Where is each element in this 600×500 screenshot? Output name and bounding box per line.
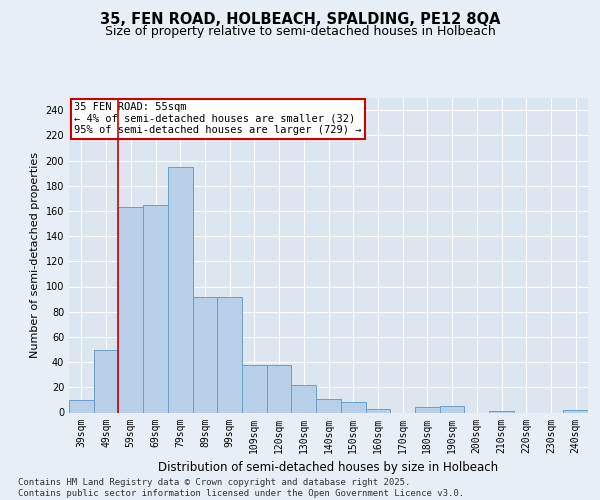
Bar (118, 207, 143, 412)
Bar (193, 296, 217, 412)
Y-axis label: Number of semi-detached properties: Number of semi-detached properties (30, 152, 40, 358)
Bar (563, 410, 588, 412)
Bar (267, 364, 292, 412)
Bar (341, 402, 365, 412)
Bar (440, 406, 464, 412)
Bar (292, 385, 316, 412)
Text: 35 FEN ROAD: 55sqm
← 4% of semi-detached houses are smaller (32)
95% of semi-det: 35 FEN ROAD: 55sqm ← 4% of semi-detached… (74, 102, 362, 136)
Bar (69, 400, 94, 412)
X-axis label: Distribution of semi-detached houses by size in Holbeach: Distribution of semi-detached houses by … (158, 461, 499, 474)
Bar (489, 411, 514, 412)
Bar (365, 408, 390, 412)
Bar (415, 408, 440, 412)
Bar (143, 204, 168, 412)
Text: Contains HM Land Registry data © Crown copyright and database right 2025.
Contai: Contains HM Land Registry data © Crown c… (18, 478, 464, 498)
Bar (168, 167, 193, 412)
Bar (242, 364, 267, 412)
Text: Size of property relative to semi-detached houses in Holbeach: Size of property relative to semi-detach… (104, 24, 496, 38)
Bar (316, 398, 341, 412)
Bar (94, 350, 118, 412)
Bar (217, 296, 242, 412)
Text: 35, FEN ROAD, HOLBEACH, SPALDING, PE12 8QA: 35, FEN ROAD, HOLBEACH, SPALDING, PE12 8… (100, 12, 500, 26)
